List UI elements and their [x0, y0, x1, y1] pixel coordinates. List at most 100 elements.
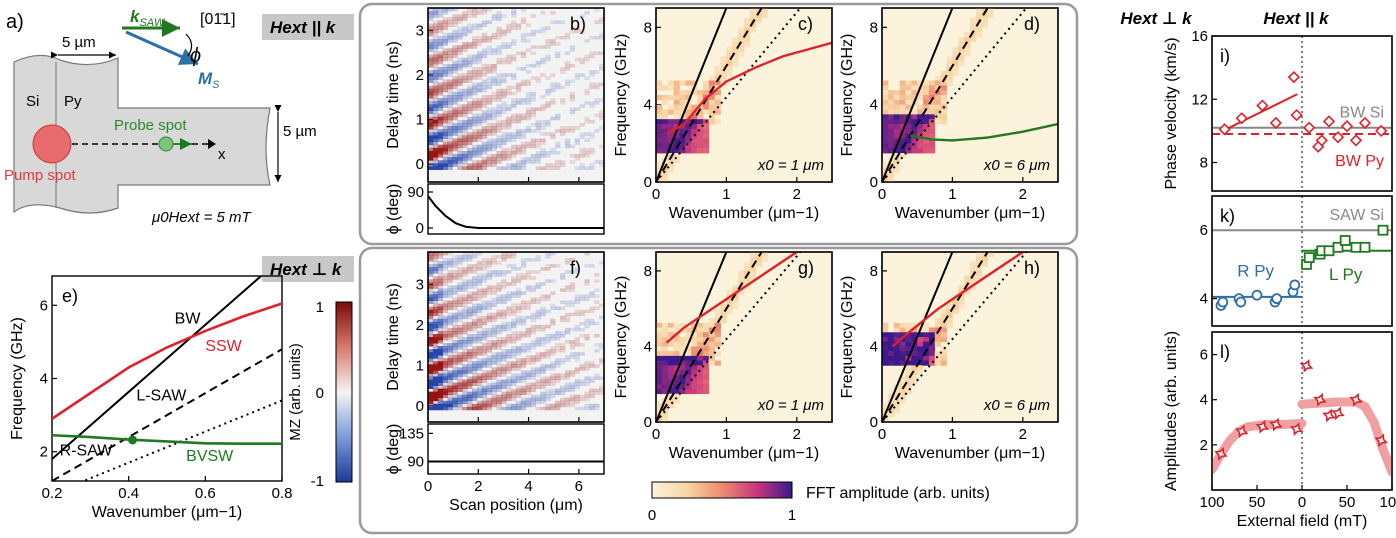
field-label: μ0Hext = 5 mT	[151, 209, 253, 226]
heatmap-cell	[928, 341, 936, 347]
heatmap-cell	[584, 119, 590, 124]
heatmap-cell	[481, 150, 488, 155]
heatmap-cell	[564, 318, 571, 323]
heatmap-cell	[540, 406, 546, 411]
heatmap-cell	[501, 88, 507, 93]
heatmap-cell	[437, 35, 444, 40]
heatmap-cell	[457, 135, 463, 139]
heatmap-cell	[437, 54, 444, 59]
heatmap-cell	[555, 113, 561, 118]
x-tick-label: 2	[1019, 186, 1027, 203]
dispersion-line	[882, 252, 989, 422]
heatmap-cell	[428, 91, 434, 96]
heatmap-cell	[462, 324, 468, 329]
mz-tick-mid: 0	[316, 385, 324, 402]
heatmap-cell	[428, 45, 434, 49]
heatmap-cell	[697, 341, 704, 347]
heatmap-cell	[697, 374, 704, 380]
heatmap-cell	[457, 57, 463, 62]
heatmap-cell	[452, 82, 458, 87]
heatmap-cell	[555, 333, 561, 338]
heatmap-cell	[702, 327, 710, 333]
heatmap-cell	[496, 129, 502, 133]
heatmap-cell	[496, 282, 502, 286]
heatmap-cell	[442, 318, 448, 323]
heatmap-cell	[452, 394, 458, 399]
heatmap-cell	[511, 163, 517, 167]
heatmap-cell	[467, 361, 473, 365]
heatmap-cell	[481, 82, 488, 87]
fft-tick-1: 1	[788, 507, 796, 524]
heatmap-cell	[428, 107, 434, 111]
heatmap-cell	[569, 107, 576, 111]
heatmap-cell	[535, 107, 541, 111]
heatmap-cell	[457, 76, 463, 80]
heatmap-cell	[491, 358, 497, 362]
heatmap-cell	[496, 337, 502, 341]
heatmap-cell	[447, 23, 453, 28]
x-tick-label: 100	[1379, 494, 1396, 511]
heatmap-cell	[467, 101, 473, 105]
heatmap-cell	[462, 255, 468, 259]
heatmap-cell	[545, 355, 551, 359]
heatmap-cell	[589, 166, 595, 170]
heatmap-cell	[899, 393, 906, 399]
heatmap-cell	[442, 63, 448, 68]
heatmap-cell	[749, 252, 757, 258]
heatmap-cell	[447, 147, 453, 152]
heatmap-cell	[516, 85, 522, 90]
heatmap-cell	[457, 20, 463, 24]
heatmap-cell	[599, 391, 604, 396]
heatmap-cell	[462, 406, 468, 411]
heatmap-cell	[589, 306, 595, 311]
heatmap-cell	[893, 95, 900, 101]
mz-tick-top: 1	[316, 299, 324, 316]
heatmap-cell	[428, 273, 434, 277]
heatmap-cell	[574, 309, 580, 314]
heatmap-cell	[437, 73, 444, 77]
heatmap-cell	[462, 122, 468, 127]
heatmap-cell	[501, 119, 507, 124]
heatmap-cell	[673, 99, 680, 106]
heatmap-cell	[738, 275, 745, 281]
heatmap-cell	[481, 135, 488, 139]
heatmap-cell	[599, 110, 604, 115]
heatmap-cell	[452, 17, 458, 21]
heatmap-cell	[589, 361, 595, 365]
heatmap-cell	[928, 360, 936, 366]
heatmap-cell	[720, 56, 727, 62]
heatmap-cell	[462, 279, 468, 283]
heatmap-cell	[720, 61, 727, 67]
heatmap-cell	[491, 303, 497, 308]
heatmap-cell	[899, 153, 906, 159]
row-tag-top-text: Hext || k	[270, 18, 337, 37]
heatmap-cell	[726, 308, 733, 314]
heatmap-cell	[535, 352, 541, 356]
heatmap-cell	[691, 138, 698, 144]
heatmap-cell	[452, 276, 458, 280]
heatmap-cell	[476, 42, 483, 46]
heatmap-cell	[560, 315, 566, 320]
heatmap-cell	[462, 42, 468, 46]
heatmap-cell	[964, 285, 971, 291]
heatmap-cell	[555, 358, 561, 362]
heatmap-cell	[452, 303, 458, 308]
heatmap-cell	[569, 355, 576, 359]
heatmap-cell	[432, 8, 439, 12]
heatmap-cell	[432, 39, 439, 43]
heatmap-cell	[749, 275, 757, 281]
heatmap-cell	[555, 160, 561, 164]
heatmap-cell	[432, 45, 439, 49]
y-tick-label: 12	[1191, 91, 1208, 108]
heatmap-cell	[714, 337, 721, 343]
heatmap-cell	[656, 177, 663, 182]
heatmap-cell	[462, 157, 468, 161]
heatmap-cell	[673, 119, 680, 125]
heatmap-cell	[893, 119, 900, 125]
heatmap-cell	[476, 11, 483, 15]
heatmap-cell	[545, 267, 551, 271]
heatmap-cell	[744, 280, 751, 286]
heatmap-cell	[462, 98, 468, 102]
heatmap-cell	[887, 412, 895, 418]
